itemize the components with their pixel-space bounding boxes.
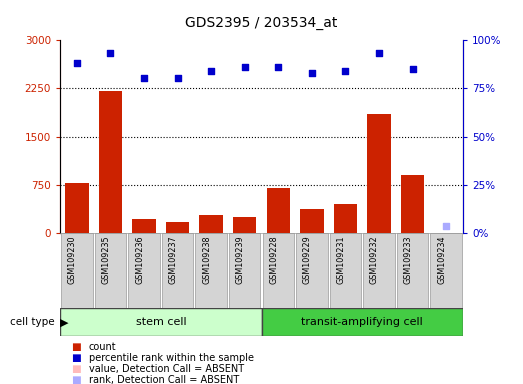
- Bar: [99, 91, 122, 233]
- Bar: [329, 233, 361, 308]
- Bar: [162, 233, 194, 308]
- Text: GSM109229: GSM109229: [303, 236, 312, 285]
- Bar: [334, 204, 357, 233]
- Point: [375, 50, 383, 56]
- Point: [241, 64, 249, 70]
- Point: [408, 66, 417, 72]
- Bar: [263, 233, 294, 308]
- Text: GSM109236: GSM109236: [135, 236, 144, 284]
- Bar: [128, 233, 160, 308]
- Text: stem cell: stem cell: [135, 317, 186, 327]
- Point: [308, 70, 316, 76]
- Text: ■: ■: [71, 375, 81, 384]
- Bar: [363, 233, 395, 308]
- Bar: [132, 219, 156, 233]
- Text: value, Detection Call = ABSENT: value, Detection Call = ABSENT: [89, 364, 244, 374]
- Text: rank, Detection Call = ABSENT: rank, Detection Call = ABSENT: [89, 375, 239, 384]
- Text: GSM109238: GSM109238: [202, 236, 211, 284]
- Point: [106, 50, 115, 56]
- Point: [442, 223, 450, 229]
- Text: GDS2395 / 203534_at: GDS2395 / 203534_at: [185, 16, 338, 30]
- Bar: [229, 233, 260, 308]
- Point: [341, 68, 349, 74]
- Text: ▶: ▶: [60, 317, 69, 327]
- Text: GSM109231: GSM109231: [336, 236, 345, 284]
- Text: GSM109235: GSM109235: [101, 236, 110, 284]
- Text: GSM109239: GSM109239: [236, 236, 245, 284]
- Bar: [166, 222, 189, 233]
- Point: [207, 68, 215, 74]
- Point: [174, 75, 182, 81]
- Text: GSM109232: GSM109232: [370, 236, 379, 284]
- Bar: [95, 233, 126, 308]
- Bar: [262, 308, 463, 336]
- Bar: [401, 175, 424, 233]
- Text: GSM109233: GSM109233: [404, 236, 413, 284]
- Text: GSM109230: GSM109230: [68, 236, 77, 284]
- Text: cell type: cell type: [10, 317, 55, 327]
- Text: transit-amplifying cell: transit-amplifying cell: [301, 317, 423, 327]
- Text: GSM109234: GSM109234: [437, 236, 446, 284]
- Point: [140, 75, 148, 81]
- Text: ■: ■: [71, 342, 81, 352]
- Bar: [65, 183, 89, 233]
- Text: ■: ■: [71, 353, 81, 363]
- Text: GSM109237: GSM109237: [168, 236, 178, 284]
- Bar: [296, 233, 327, 308]
- Bar: [430, 233, 462, 308]
- Bar: [196, 233, 227, 308]
- Bar: [233, 217, 256, 233]
- Bar: [267, 188, 290, 233]
- Bar: [367, 114, 391, 233]
- Text: GSM109228: GSM109228: [269, 236, 278, 284]
- Point: [73, 60, 81, 66]
- Bar: [397, 233, 428, 308]
- Text: count: count: [89, 342, 117, 352]
- Point: [274, 64, 282, 70]
- Text: ■: ■: [71, 364, 81, 374]
- Bar: [61, 233, 93, 308]
- Bar: [300, 209, 324, 233]
- Text: percentile rank within the sample: percentile rank within the sample: [89, 353, 254, 363]
- Bar: [60, 308, 262, 336]
- Bar: [199, 215, 223, 233]
